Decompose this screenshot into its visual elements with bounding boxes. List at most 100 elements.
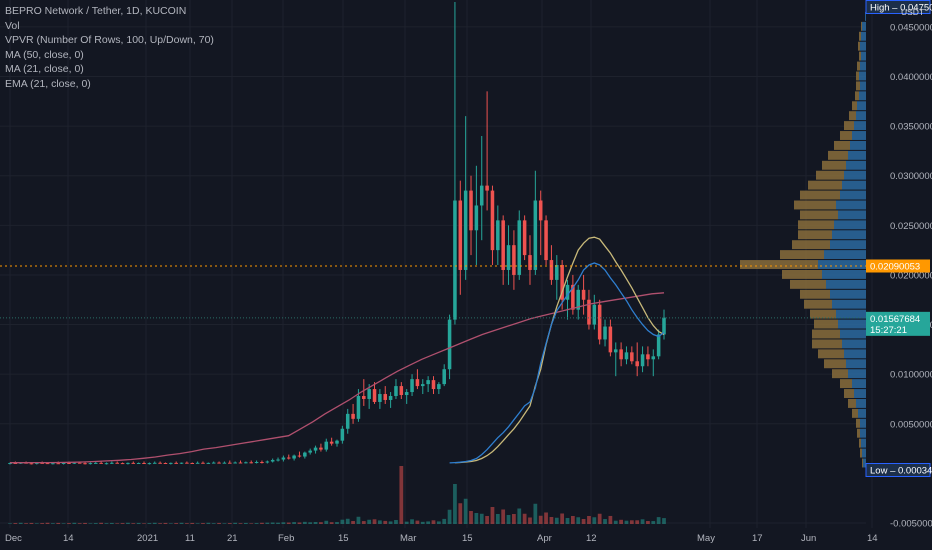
candle-body — [603, 326, 607, 340]
candle-body — [608, 326, 613, 353]
volume-bar — [394, 520, 398, 524]
price-tick-label: 0.02500000 — [890, 221, 932, 232]
volume-bar — [410, 519, 414, 524]
candle-body — [656, 334, 661, 357]
vp-down-bar — [814, 319, 838, 329]
candle-body — [233, 462, 237, 464]
time-tick-label: 2021 — [137, 533, 158, 544]
volume-bar — [8, 523, 12, 524]
volume-bar — [109, 522, 114, 524]
vp-down-bar — [840, 131, 852, 140]
volume-bar — [522, 513, 527, 524]
candle-body — [394, 386, 398, 397]
candle-body — [142, 462, 146, 464]
volume-bar — [479, 513, 484, 524]
candle-body — [479, 185, 484, 206]
vp-down-bar — [861, 21, 862, 31]
candle-body — [265, 461, 270, 463]
candle-body — [238, 462, 243, 464]
volume-bar — [61, 523, 66, 524]
vp-down-bar — [834, 140, 850, 150]
vp-up-bar — [861, 438, 866, 448]
volume-bar — [629, 520, 634, 524]
vp-up-bar — [856, 111, 866, 121]
candle-body — [431, 380, 436, 390]
vp-up-bar — [822, 269, 866, 279]
time-tick-label: 11 — [185, 533, 195, 544]
candle-body — [447, 319, 452, 370]
volume-bar — [570, 516, 575, 524]
volume-bar — [201, 523, 205, 524]
candle-body — [270, 460, 275, 462]
candle-body — [67, 462, 71, 464]
volume-bar — [56, 522, 61, 524]
volume-bar — [512, 514, 516, 524]
candle-body — [260, 462, 264, 464]
vp-up-bar — [842, 339, 866, 349]
vp-up-bar — [862, 21, 866, 31]
vp-down-bar — [848, 398, 856, 408]
vp-up-bar — [863, 458, 866, 468]
volume-bar — [335, 522, 339, 524]
volume-bar — [469, 511, 473, 524]
volume-bar — [383, 520, 388, 524]
vp-up-bar — [856, 398, 866, 408]
candle-body — [592, 304, 597, 325]
candle-body — [51, 463, 55, 465]
candle-body — [362, 396, 366, 399]
vp-up-bar — [844, 170, 866, 180]
volume-bar — [152, 522, 157, 524]
vp-down-bar — [810, 309, 836, 319]
price-tick-label: 0.04000000 — [890, 72, 932, 83]
candle-body — [555, 265, 559, 280]
legend-ma21: MA (21, close, 0) — [5, 63, 84, 76]
vp-down-bar — [812, 339, 842, 349]
candle-body — [211, 462, 216, 464]
vp-down-bar — [855, 91, 859, 101]
volume-bar — [651, 521, 656, 524]
candle-body — [77, 462, 82, 464]
price-tick-label: 0.00500000 — [890, 419, 932, 430]
candle-body — [94, 462, 98, 464]
volume-bar — [260, 522, 264, 524]
time-tick-label: Feb — [278, 533, 294, 544]
volume-bar — [142, 523, 146, 524]
vp-up-bar — [865, 11, 866, 21]
ma21-line — [454, 236, 665, 464]
ema21-line — [449, 262, 665, 464]
volume-bar — [388, 521, 393, 524]
volume-bar — [179, 522, 184, 524]
candle-body — [88, 463, 93, 465]
time-tick-label: May — [697, 533, 715, 544]
vp-down-bar — [852, 408, 858, 418]
vp-down-bar — [798, 230, 832, 240]
time-tick-label: 21 — [227, 533, 238, 544]
candle-body — [99, 462, 103, 464]
last-price-label-text: 0.01567684 — [870, 314, 920, 325]
candle-body — [635, 361, 639, 367]
volume-bar — [415, 520, 420, 524]
candle-body — [533, 200, 538, 270]
time-tick-label: 17 — [752, 533, 763, 544]
candle-body — [587, 299, 591, 325]
volume-bar — [624, 520, 629, 524]
volume-bar — [67, 523, 71, 524]
volume-bar — [18, 522, 23, 524]
vp-up-bar — [860, 61, 866, 71]
candle-body — [126, 462, 130, 464]
vp-down-bar — [859, 51, 861, 61]
candle-body — [324, 441, 329, 450]
volume-bar — [463, 498, 468, 524]
candle-body — [303, 452, 307, 457]
volume-bar — [227, 523, 232, 524]
price-tick-label: 0.03000000 — [890, 171, 932, 182]
candle-body — [496, 220, 500, 251]
vp-down-bar — [740, 260, 818, 269]
vp-up-bar — [836, 309, 866, 319]
volume-bar — [501, 509, 506, 524]
candle-body — [356, 396, 361, 419]
vp-up-bar — [854, 121, 866, 131]
volume-bar — [136, 522, 141, 524]
volume-bar — [340, 519, 345, 524]
